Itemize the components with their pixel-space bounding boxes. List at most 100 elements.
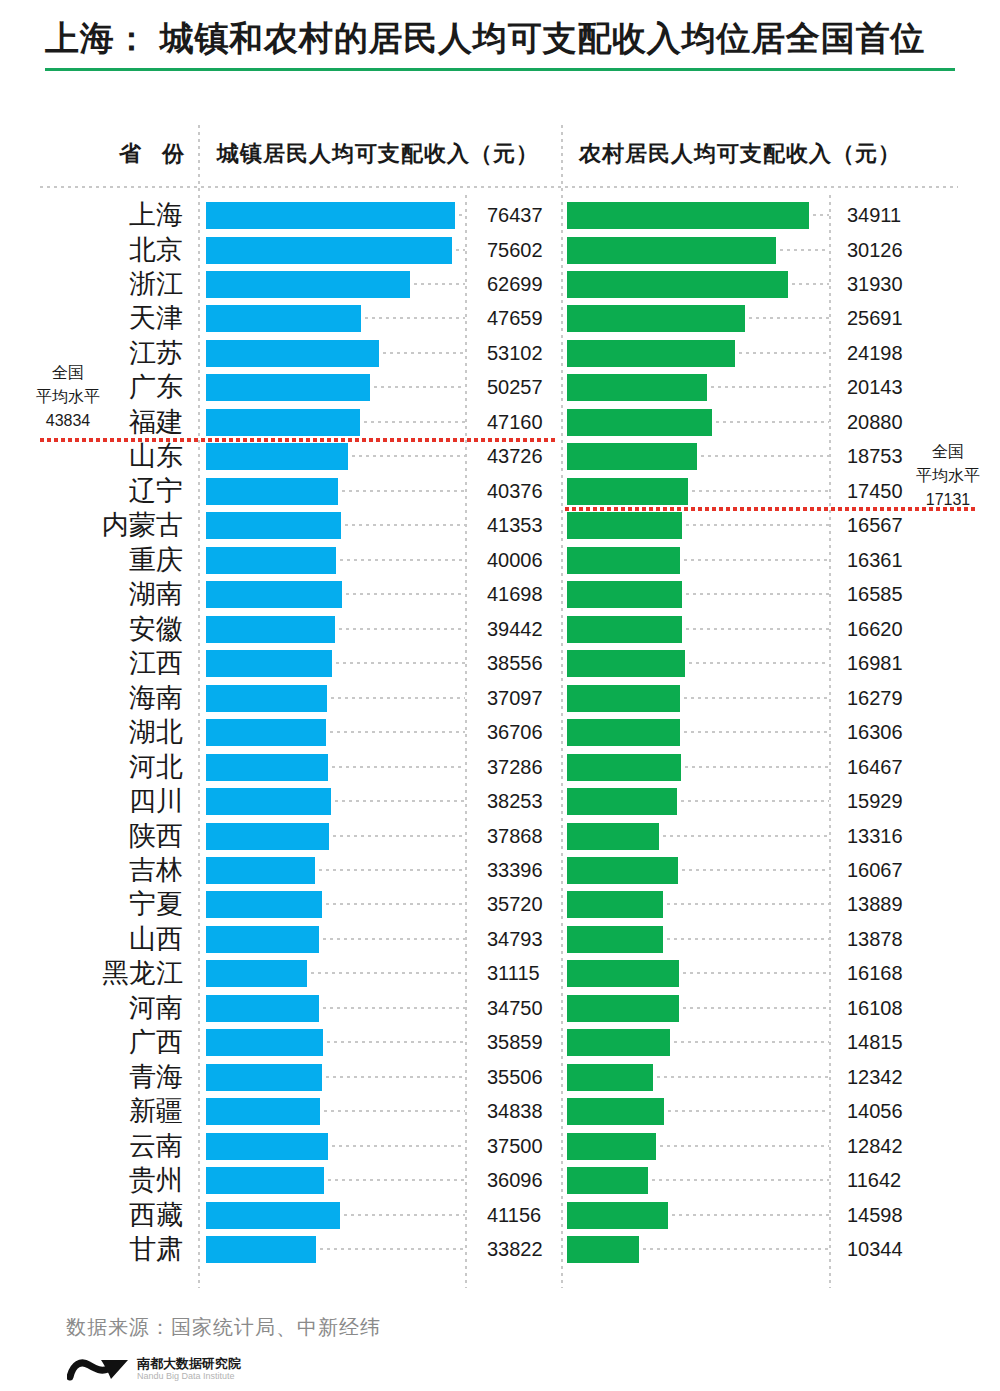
urban-leader-line xyxy=(324,1110,466,1112)
rural-bar xyxy=(567,788,677,815)
chart-row: 内蒙古4135316567 xyxy=(0,508,1000,543)
province-label: 甘肃 xyxy=(0,1232,183,1266)
province-label: 河北 xyxy=(0,750,183,784)
urban-bar xyxy=(206,616,335,643)
rural-leader-line xyxy=(780,249,829,251)
urban-leader-line xyxy=(333,835,465,837)
infographic-page: 上海： 城镇和农村的居民人均可支配收入均位居全国首位 省份 城镇居民人均可支配收… xyxy=(0,0,1000,1391)
rural-leader-line xyxy=(716,421,829,423)
rural-value: 30126 xyxy=(847,233,903,267)
chart-row: 河北3728616467 xyxy=(0,750,1000,785)
urban-leader-line xyxy=(323,938,465,940)
urban-leader-line xyxy=(374,386,465,388)
rural-leader-line xyxy=(643,1248,829,1250)
urban-leader-line xyxy=(335,800,465,802)
rural-bar xyxy=(567,960,679,987)
province-label: 天津 xyxy=(0,301,183,335)
rural-leader-line xyxy=(682,869,829,871)
urban-value: 37097 xyxy=(487,681,543,715)
rural-bar xyxy=(567,237,776,264)
rural-value: 16306 xyxy=(847,715,903,749)
chart-row: 江西3855616981 xyxy=(0,646,1000,681)
urban-average-label: 全国 平均水平 43834 xyxy=(30,361,106,433)
urban-value: 34750 xyxy=(487,991,543,1025)
urban-bar xyxy=(206,478,338,505)
rural-bar xyxy=(567,1133,656,1160)
rural-leader-line xyxy=(663,835,829,837)
rural-value: 24198 xyxy=(847,336,903,370)
rural-leader-line xyxy=(701,455,829,457)
urban-bar xyxy=(206,237,452,264)
rural-value: 20143 xyxy=(847,370,903,404)
urban-value: 34793 xyxy=(487,922,543,956)
rural-bar xyxy=(567,1202,668,1229)
chart-row: 河南3475016108 xyxy=(0,991,1000,1026)
rural-value: 16067 xyxy=(847,853,903,887)
chart-row: 青海3550612342 xyxy=(0,1060,1000,1095)
rural-value: 14815 xyxy=(847,1025,903,1059)
urban-leader-line xyxy=(332,766,466,768)
urban-bar xyxy=(206,719,326,746)
rural-bar xyxy=(567,685,680,712)
urban-bar xyxy=(206,891,322,918)
rural-value: 14598 xyxy=(847,1198,903,1232)
rural-bar xyxy=(567,719,680,746)
urban-bar xyxy=(206,271,410,298)
rural-value: 12342 xyxy=(847,1060,903,1094)
chart-row: 广东5025720143 xyxy=(0,370,1000,405)
province-label: 海南 xyxy=(0,681,183,715)
urban-value: 37286 xyxy=(487,750,543,784)
rural-bar xyxy=(567,271,788,298)
urban-bar xyxy=(206,340,379,367)
rural-value: 13878 xyxy=(847,922,903,956)
rural-bar xyxy=(567,650,685,677)
rural-leader-line xyxy=(667,938,829,940)
rural-leader-line xyxy=(792,283,829,285)
rural-leader-line xyxy=(686,628,829,630)
rural-value: 10344 xyxy=(847,1232,903,1266)
urban-bar xyxy=(206,305,361,332)
rural-bar xyxy=(567,581,682,608)
rural-bar xyxy=(567,512,682,539)
rural-average-label-line1: 全国 xyxy=(908,440,988,464)
province-label: 云南 xyxy=(0,1129,183,1163)
urban-leader-line xyxy=(330,731,465,733)
urban-value: 34838 xyxy=(487,1094,543,1128)
chart-row: 湖北3670616306 xyxy=(0,715,1000,750)
urban-value: 39442 xyxy=(487,612,543,646)
urban-leader-line xyxy=(459,214,465,216)
province-label: 北京 xyxy=(0,233,183,267)
chart-row: 甘肃3382210344 xyxy=(0,1232,1000,1267)
urban-bar xyxy=(206,754,328,781)
rural-leader-line xyxy=(684,697,829,699)
title-underline xyxy=(45,68,955,71)
urban-bar xyxy=(206,1236,316,1263)
urban-value: 50257 xyxy=(487,370,543,404)
urban-value: 76437 xyxy=(487,198,543,232)
province-label: 安徽 xyxy=(0,612,183,646)
column-header-rural: 农村居民人均可支配收入（元） xyxy=(570,139,910,169)
rural-value: 16567 xyxy=(847,508,903,542)
chart-row: 安徽3944216620 xyxy=(0,612,1000,647)
urban-leader-line xyxy=(352,455,465,457)
rural-value: 16168 xyxy=(847,956,903,990)
rural-leader-line xyxy=(683,972,829,974)
rural-average-label: 全国 平均水平 17131 xyxy=(908,440,988,512)
rural-leader-line xyxy=(689,662,829,664)
province-label: 四川 xyxy=(0,784,183,818)
page-title: 上海： 城镇和农村的居民人均可支配收入均位居全国首位 xyxy=(45,16,925,62)
chart-row: 海南3709716279 xyxy=(0,681,1000,716)
rural-leader-line xyxy=(685,766,829,768)
chart-row: 黑龙江3111516168 xyxy=(0,956,1000,991)
urban-value: 41156 xyxy=(487,1198,541,1232)
chart-row: 天津4765925691 xyxy=(0,301,1000,336)
chart-row: 贵州3609611642 xyxy=(0,1163,1000,1198)
rural-leader-line xyxy=(739,352,829,354)
urban-bar xyxy=(206,1202,340,1229)
province-label: 内蒙古 xyxy=(0,508,183,542)
rural-bar xyxy=(567,857,678,884)
chart-row: 辽宁4037617450 xyxy=(0,474,1000,509)
urban-leader-line xyxy=(323,1007,465,1009)
urban-bar xyxy=(206,374,370,401)
urban-leader-line xyxy=(414,283,465,285)
